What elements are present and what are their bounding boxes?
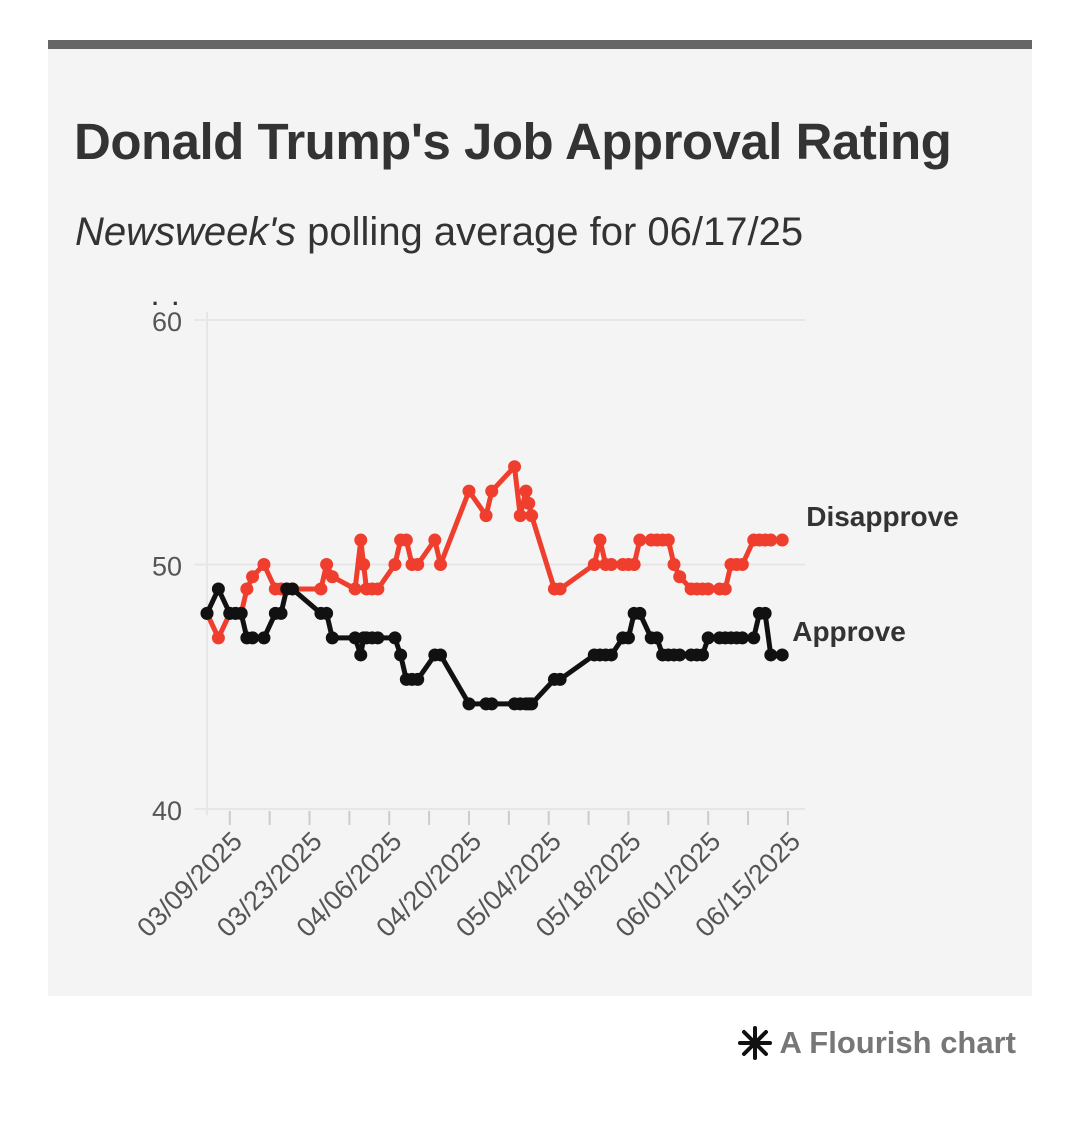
disapprove-point: [325, 570, 339, 584]
disapprove-point: [314, 582, 328, 596]
y-tick-label: 50: [152, 552, 182, 582]
disapprove-point: [673, 570, 687, 584]
disapprove-point: [428, 533, 442, 547]
disapprove-point: [348, 582, 362, 596]
approve-point: [775, 648, 789, 662]
disapprove-point: [513, 509, 527, 523]
approve-point: [371, 631, 385, 645]
y-tick-label: 60: [152, 307, 182, 337]
approve-series-label: Approve: [792, 616, 906, 647]
disapprove-point: [399, 533, 413, 547]
y-tick-label: 40: [152, 796, 182, 826]
disapprove-point: [357, 558, 371, 571]
approve-point: [650, 631, 664, 645]
disapprove-point: [462, 484, 476, 498]
disapprove-point: [320, 558, 334, 571]
approve-point: [394, 648, 408, 662]
approve-point: [257, 631, 271, 645]
approve-line: [204, 586, 785, 707]
disapprove-point: [701, 582, 715, 596]
flourish-credit[interactable]: A Flourish chart: [737, 1025, 1016, 1061]
approve-point: [211, 582, 225, 596]
disapprove-point: [240, 582, 254, 596]
approve-point: [325, 631, 339, 645]
disapprove-point: [667, 558, 681, 571]
flourish-asterisk-icon: [738, 1026, 773, 1060]
credit-text: A Flourish chart: [779, 1025, 1016, 1060]
chart-card: [48, 49, 1032, 996]
disapprove-point: [257, 558, 271, 571]
disapprove-point: [553, 582, 567, 596]
disapprove-series-label: Disapprove: [806, 501, 959, 532]
disapprove-point: [434, 558, 448, 571]
disapprove-point: [519, 484, 533, 498]
disapprove-point: [388, 558, 402, 571]
approve-point: [200, 606, 214, 620]
approve-point: [764, 648, 778, 662]
approve-point: [246, 631, 260, 645]
disapprove-point: [775, 533, 789, 547]
disapprove-point: [587, 558, 601, 571]
approve-point: [485, 697, 499, 711]
approve-point: [274, 606, 288, 620]
disapprove-point: [354, 533, 368, 547]
disapprove-point: [764, 533, 778, 547]
disapprove-point: [508, 460, 522, 474]
disapprove-point: [246, 570, 260, 584]
disapprove-point: [479, 509, 493, 523]
approve-point: [673, 648, 687, 662]
subtitle-source: Newsweek's: [75, 210, 297, 254]
legend-dots: . .: [152, 285, 183, 310]
approve-point: [695, 648, 709, 662]
approve-point: [525, 697, 539, 711]
approve-point: [621, 631, 635, 645]
disapprove-point: [593, 533, 607, 547]
disapprove-point: [661, 533, 675, 547]
subtitle-text: polling average for 06/17/25: [296, 210, 804, 254]
approve-point: [285, 582, 299, 596]
disapprove-point: [211, 631, 225, 645]
disapprove-point: [371, 582, 385, 596]
approve-point: [234, 606, 248, 620]
disapprove-point: [485, 484, 499, 498]
disapprove-point: [633, 533, 647, 547]
disapprove-point: [411, 558, 425, 571]
disapprove-point: [735, 558, 749, 571]
top-accent-bar: [48, 40, 1032, 49]
chart-subtitle: Newsweek's polling average for 06/17/25: [75, 210, 803, 255]
approve-point: [747, 631, 761, 645]
approve-point: [735, 631, 749, 645]
approve-point: [462, 697, 476, 711]
approve-point: [604, 648, 618, 662]
approve-point: [411, 672, 425, 686]
disapprove-point: [627, 558, 641, 571]
approve-point: [354, 648, 368, 662]
chart-title: Donald Trump's Job Approval Rating: [74, 113, 952, 170]
approve-point: [633, 606, 647, 620]
approve-point: [758, 606, 772, 620]
approve-point: [701, 631, 715, 645]
disapprove-point: [522, 496, 536, 510]
disapprove-point: [718, 582, 732, 596]
approve-point: [320, 606, 334, 620]
approve-point: [553, 672, 567, 686]
disapprove-point: [525, 509, 539, 523]
approve-point: [434, 648, 448, 662]
disapprove-point: [604, 558, 618, 571]
approve-point: [388, 631, 402, 645]
